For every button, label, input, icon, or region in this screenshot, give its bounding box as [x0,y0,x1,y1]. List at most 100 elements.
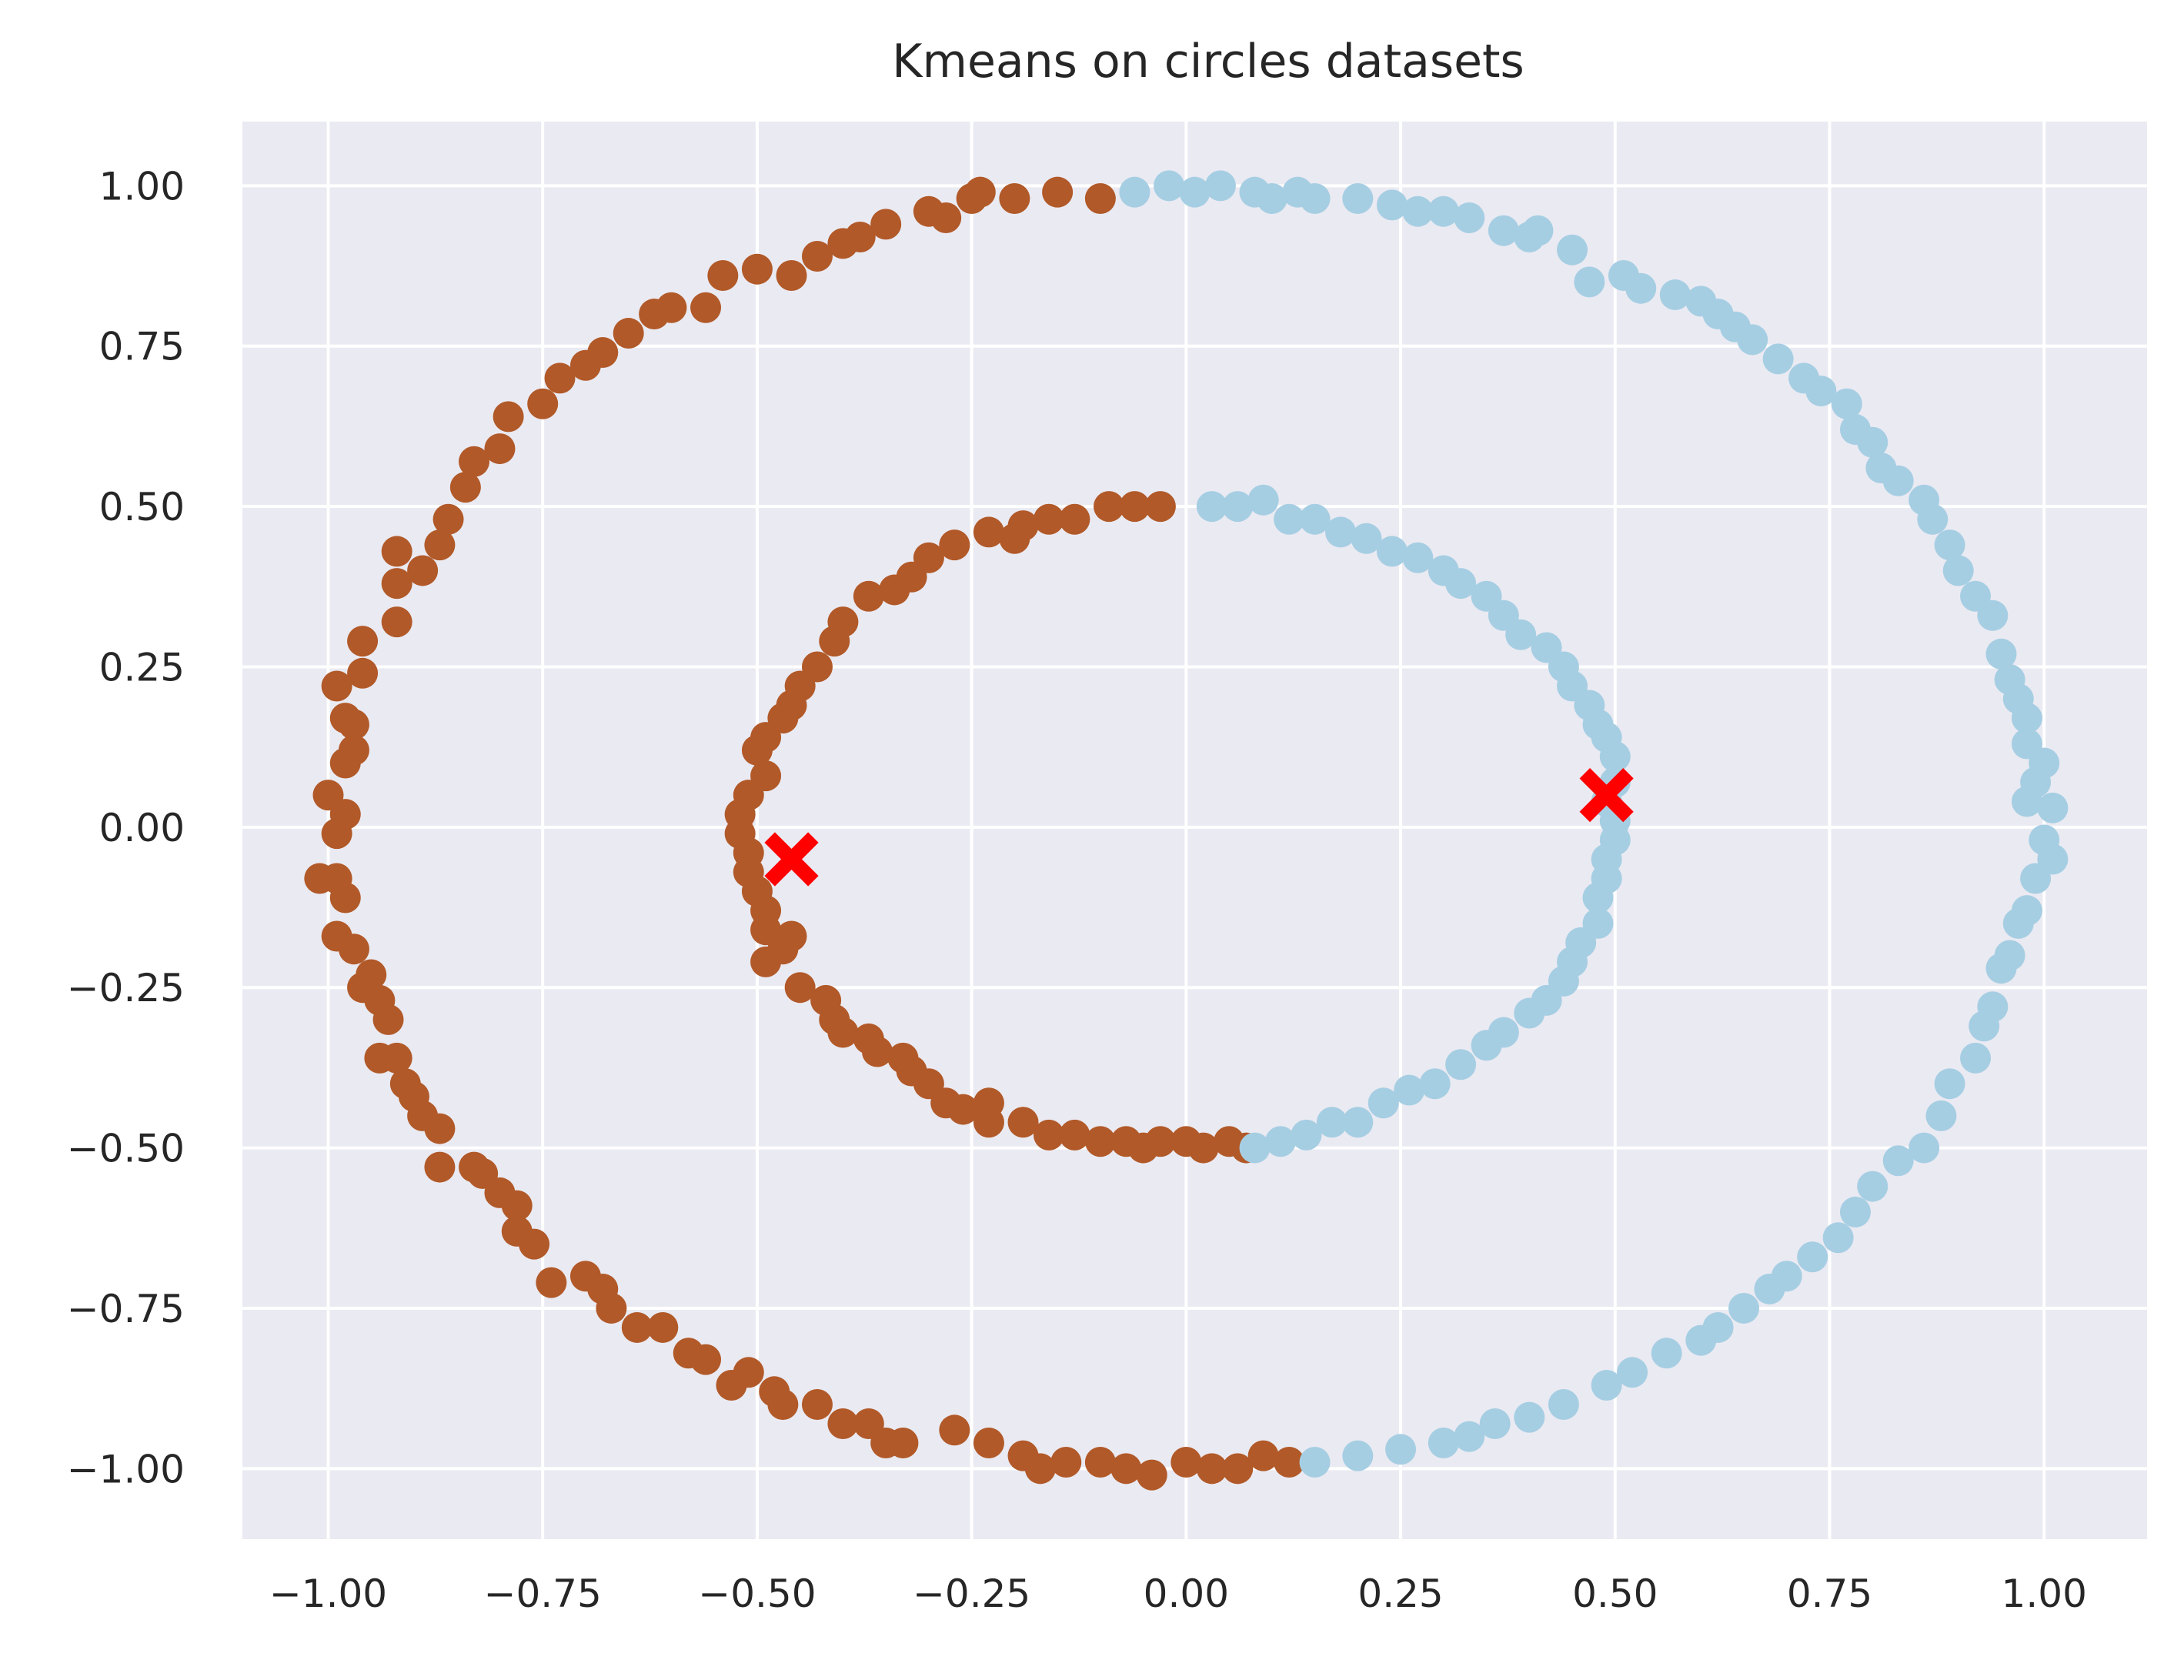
data-point-right [1574,266,1605,298]
data-point-left [870,1427,902,1458]
data-point-left [879,574,910,606]
data-point-left [1274,1446,1305,1478]
data-point-right [1977,600,2009,631]
data-point-right [1325,516,1357,548]
data-point-right [1154,170,1185,202]
data-point-left [1050,1446,1082,1478]
data-point-left [596,1292,627,1324]
data-point-left [939,1414,970,1446]
data-point-left [1084,1446,1116,1478]
data-point-left [647,1311,679,1343]
x-tick-label: 1.00 [2002,1571,2087,1616]
data-point-right [1822,1222,1854,1254]
data-point-left [973,1427,1004,1458]
data-point-left [321,818,352,850]
x-tick-label: 0.00 [1144,1571,1229,1616]
data-point-left [750,946,782,977]
data-point-right [1857,1171,1888,1202]
data-point-right [1505,619,1537,650]
data-point-left [939,529,970,561]
data-point-right [1402,195,1434,227]
y-tick-label: 1.00 [99,164,185,209]
data-point-left [827,1017,859,1048]
data-point-right [1557,234,1588,266]
x-tick-label: 0.75 [1787,1571,1872,1616]
x-tick-label: 0.25 [1357,1571,1443,1616]
data-point-left [801,241,833,272]
data-point-right [1402,542,1434,573]
data-point-right [1454,202,1485,234]
data-point-right [1762,343,1794,375]
data-point-left [639,299,670,330]
data-point-right [1651,1338,1682,1369]
data-point-left [501,1190,533,1221]
data-point-right [1805,376,1837,407]
data-point-left [621,1311,653,1343]
data-point-right [1376,189,1408,221]
data-point-right [1831,388,1862,419]
data-point-left [613,318,644,349]
data-point-right [1908,1132,1940,1164]
data-point-left [372,1004,404,1035]
data-point-right [1368,1087,1399,1119]
data-point-right [2011,786,2042,817]
data-point-right [1119,176,1150,208]
data-point-left [913,195,944,227]
data-point-left [1187,1132,1219,1164]
data-point-left [862,1036,893,1067]
data-point-left [527,388,559,419]
y-tick-label: −0.25 [67,966,185,1010]
data-point-left [1059,503,1090,535]
data-point-left [999,183,1030,215]
data-point-left [1042,176,1074,208]
data-point-left [733,1357,764,1388]
y-tick-label: 0.00 [99,806,185,850]
data-points [304,170,2069,1491]
data-point-right [1522,215,1554,246]
data-point-right [1514,997,1545,1029]
data-point-left [569,349,601,381]
data-point-right [1222,491,1254,523]
data-point-left [827,1408,859,1439]
data-point-right [1514,1401,1545,1433]
data-point-right [1737,324,1768,356]
data-point-left [973,1107,1004,1138]
data-point-left [347,626,379,657]
data-point-right [1342,183,1374,215]
data-point-left [1144,1126,1176,1157]
plot-background [242,122,2147,1539]
data-point-right [1728,1292,1760,1324]
data-point-right [1925,1100,1957,1131]
data-point-right [1274,503,1305,535]
data-point-right [1969,1010,2000,1042]
data-point-left [870,209,902,240]
y-tick-label: 0.25 [99,645,185,690]
data-point-right [1754,1273,1785,1304]
data-point-right [1934,1068,1965,1100]
data-point-left [776,260,807,292]
data-point-left [767,1388,799,1420]
data-point-right [1196,491,1227,523]
data-point-left [329,747,361,779]
x-tick-label: −1.00 [269,1571,387,1616]
data-point-right [1985,953,2017,984]
data-point-right [1394,1074,1425,1106]
data-point-left [424,1113,456,1144]
data-point-left [853,580,884,612]
data-point-right [1385,1434,1417,1465]
data-point-right [1239,1132,1271,1164]
data-point-right [1659,279,1691,311]
data-point-right [1445,568,1477,600]
data-point-right [1617,1357,1648,1388]
centroid-marker [764,832,819,887]
data-point-left [484,433,516,465]
data-point-right [1985,638,2017,670]
data-point-left [1094,491,1125,523]
data-point-right [1428,1427,1459,1458]
data-point-right [1316,1107,1347,1138]
data-point-right [1428,195,1459,227]
data-point-left [1084,1126,1116,1157]
data-point-left [827,228,859,259]
data-point-right [1942,555,1974,586]
